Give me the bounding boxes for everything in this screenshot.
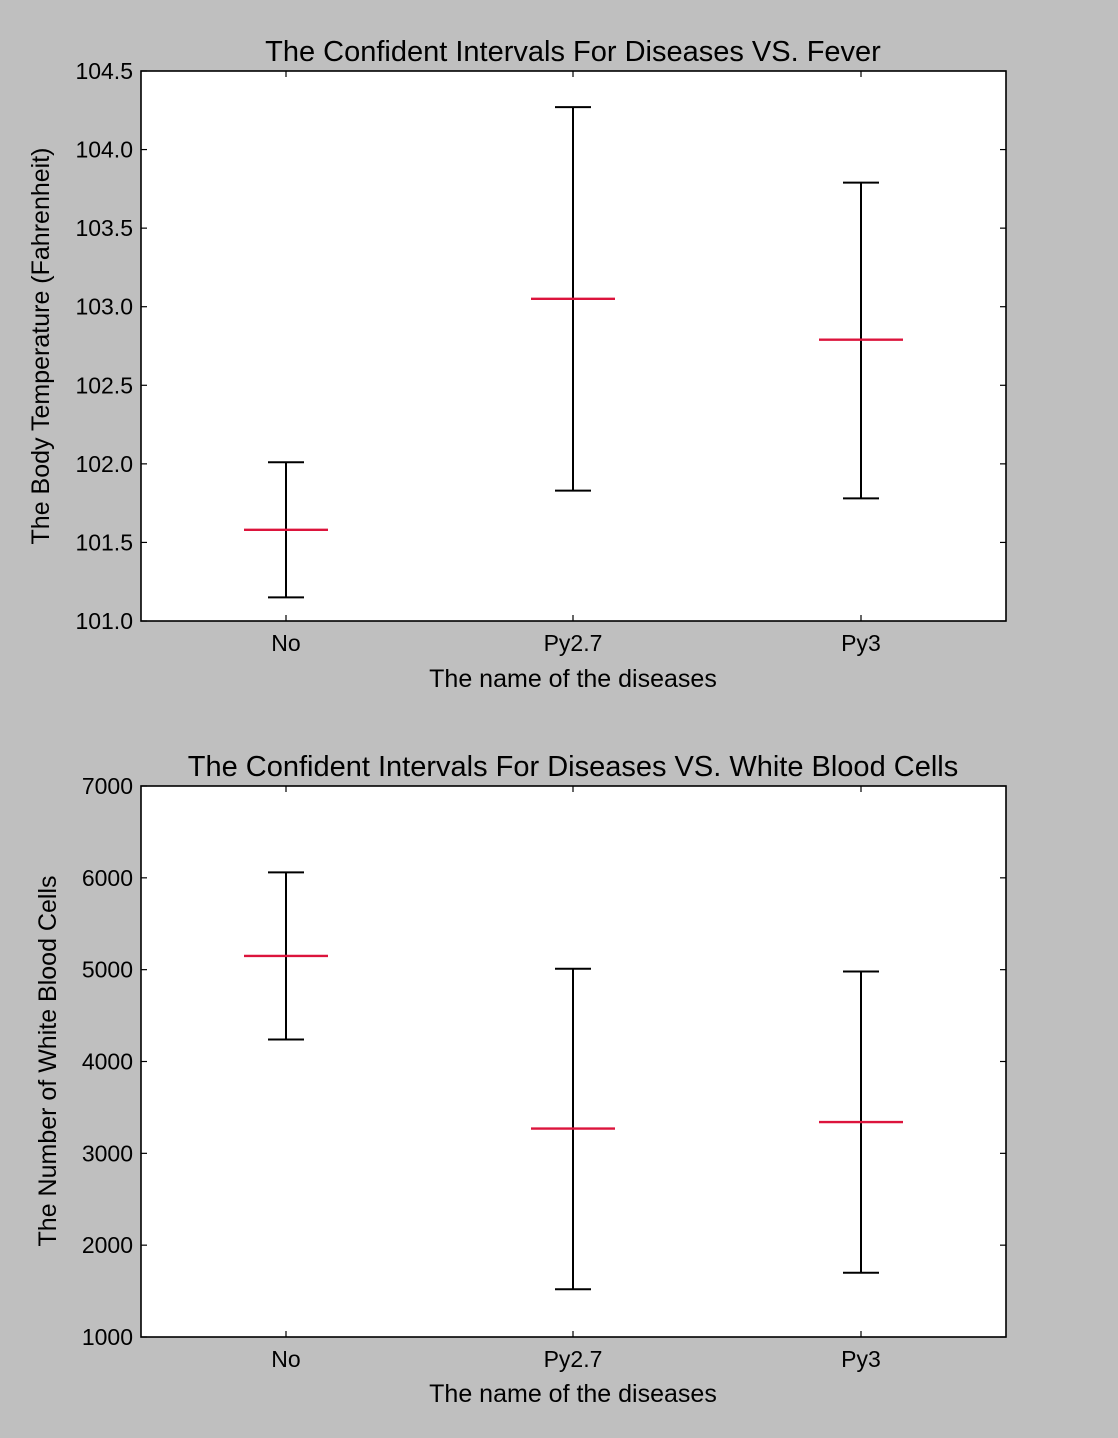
chart-title: The Confident Intervals For Diseases VS.… [188, 751, 958, 783]
error-bars [244, 106, 903, 599]
wbc-chart: The Confident Intervals For Diseases VS.… [34, 751, 1007, 1408]
y-tick-label: 3000 [82, 1140, 133, 1166]
y-tick-label: 2000 [82, 1232, 133, 1258]
y-axis-label: The Body Temperature (Fahrenheit) [27, 148, 55, 545]
y-tick-label: 101.5 [75, 529, 133, 555]
x-axis-label: The name of the diseases [429, 665, 717, 693]
axis-ticks: 101.0 101.5 102.0 102.5 103.0 103.5 104.0 104.5… [75, 58, 1006, 656]
x-tick-label: Py2.7 [544, 630, 603, 656]
x-axis-label: The name of the diseases [429, 1380, 717, 1408]
fever-chart: The Confident Intervals For Diseases VS.… [27, 36, 1007, 693]
x-tick-label: Py3 [841, 630, 881, 656]
y-tick-label: 103.5 [75, 215, 133, 241]
y-tick-label: 103.0 [75, 294, 133, 320]
y-tick-label: 104.0 [75, 137, 133, 163]
axis-ticks: 1000 2000 3000 4000 5000 6000 7000 No Py2.7 Py3 [82, 773, 1006, 1372]
y-tick-label: 7000 [82, 773, 133, 799]
y-tick-label: 5000 [82, 957, 133, 983]
x-tick-label: Py3 [841, 1346, 881, 1372]
x-tick-label: No [271, 1346, 300, 1372]
y-axis-label: The Number of White Blood Cells [34, 876, 62, 1247]
y-tick-label: 102.5 [75, 372, 133, 398]
x-tick-label: Py2.7 [544, 1346, 603, 1372]
x-tick-label: No [271, 630, 300, 656]
y-tick-label: 6000 [82, 865, 133, 891]
y-tick-label: 1000 [82, 1324, 133, 1350]
error-bars [244, 871, 903, 1291]
y-tick-label: 104.5 [75, 58, 133, 84]
y-tick-label: 101.0 [75, 608, 133, 634]
chart-title: The Confident Intervals For Diseases VS.… [265, 36, 881, 68]
y-tick-label: 4000 [82, 1049, 133, 1075]
y-tick-label: 102.0 [75, 451, 133, 477]
